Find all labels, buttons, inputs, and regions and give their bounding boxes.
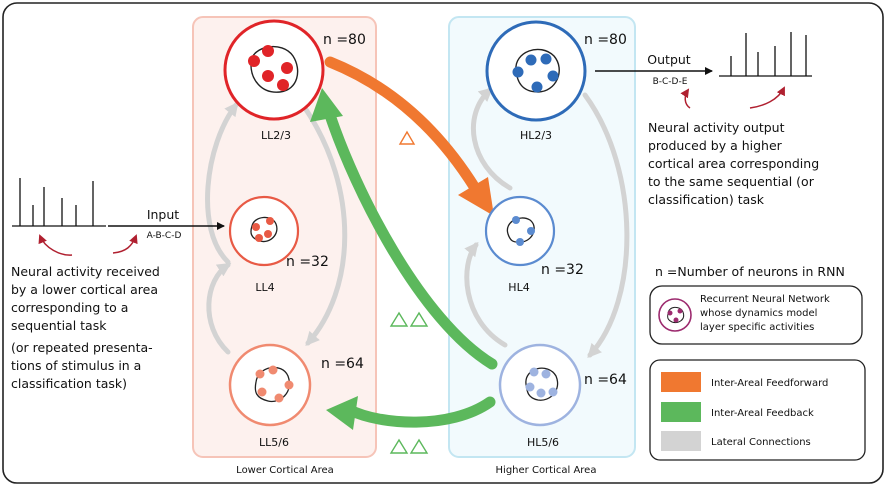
node-hl23 (485, 20, 587, 122)
ll23-n-label: n =80 (323, 32, 366, 48)
connection-legend-box (649, 359, 866, 461)
left-red-arrow-1 (38, 234, 73, 256)
legend-swatch-lateral (661, 431, 701, 451)
rnn-legend-text: Recurrent Neural Network whose dynamics … (700, 294, 833, 333)
hl56-n-label: n =64 (584, 372, 627, 388)
lateral-connections (205, 87, 630, 358)
lateral-ll56-to-ll4 (206, 262, 232, 355)
input-label: Input (147, 207, 179, 222)
triangle-marker-feedback-upper (389, 311, 429, 327)
rnn-legend-icon (658, 298, 692, 332)
n-definition: n =Number of neurons in RNN (655, 264, 845, 279)
right-red-arrow-1 (680, 88, 691, 109)
lateral-hl56-to-hl4 (464, 241, 508, 348)
input-spike-train (12, 178, 106, 227)
node-ll23 (223, 19, 325, 121)
hl56-label: HL5/6 (527, 436, 559, 449)
input-sequence: A-B-C-D (147, 231, 182, 241)
lateral-ll4-to-ll23 (205, 101, 239, 265)
node-hl56 (498, 343, 582, 427)
higher-area-label: Higher Cortical Area (496, 465, 597, 476)
legend-label-feedback: Inter-Areal Feedback (711, 408, 814, 419)
right-red-arrow-2 (749, 86, 785, 109)
rnn-legend-box (649, 285, 863, 345)
legend-label-feedforward: Inter-Areal Feedforward (711, 378, 828, 389)
lateral-hl4-to-hl23 (470, 87, 513, 191)
lateral-ll23-to-ll56 (302, 105, 348, 346)
node-ll4 (228, 195, 300, 267)
feedback-arrow-hl56-to-ll23 (310, 88, 498, 370)
lower-area-label: Lower Cortical Area (236, 465, 334, 476)
ll4-n-label: n =32 (286, 254, 329, 270)
triangle-marker-feedback-lower (389, 438, 429, 454)
lateral-hl23-to-hl56 (582, 92, 630, 358)
output-sequence: B-C-D-E (653, 77, 688, 87)
ll4-label: LL4 (255, 281, 274, 294)
hl23-label: HL2/3 (520, 129, 552, 142)
hl4-n-label: n =32 (541, 262, 584, 278)
ll56-n-label: n =64 (321, 356, 364, 372)
feedforward-arrow (324, 56, 494, 216)
legend-label-lateral: Lateral Connections (711, 437, 811, 448)
triangle-marker-feedforward (398, 130, 416, 145)
legend-swatch-feedback (661, 402, 701, 422)
right-description: Neural activity output produced by a hig… (648, 120, 823, 207)
node-hl4 (484, 195, 556, 267)
feedback-arrow-hl56-to-ll56 (326, 396, 496, 430)
left-description: Neural activity received by a lower cort… (11, 264, 164, 391)
left-red-arrow-2 (112, 234, 138, 254)
hl23-n-label: n =80 (584, 32, 627, 48)
outer-frame (2, 2, 884, 484)
ll23-label: LL2/3 (261, 129, 291, 142)
hl4-label: HL4 (508, 281, 529, 294)
output-label: Output (647, 52, 691, 67)
output-spike-train (719, 32, 812, 77)
ll56-label: LL5/6 (259, 436, 289, 449)
node-ll56 (228, 343, 312, 427)
legend-swatch-feedforward (661, 372, 701, 392)
